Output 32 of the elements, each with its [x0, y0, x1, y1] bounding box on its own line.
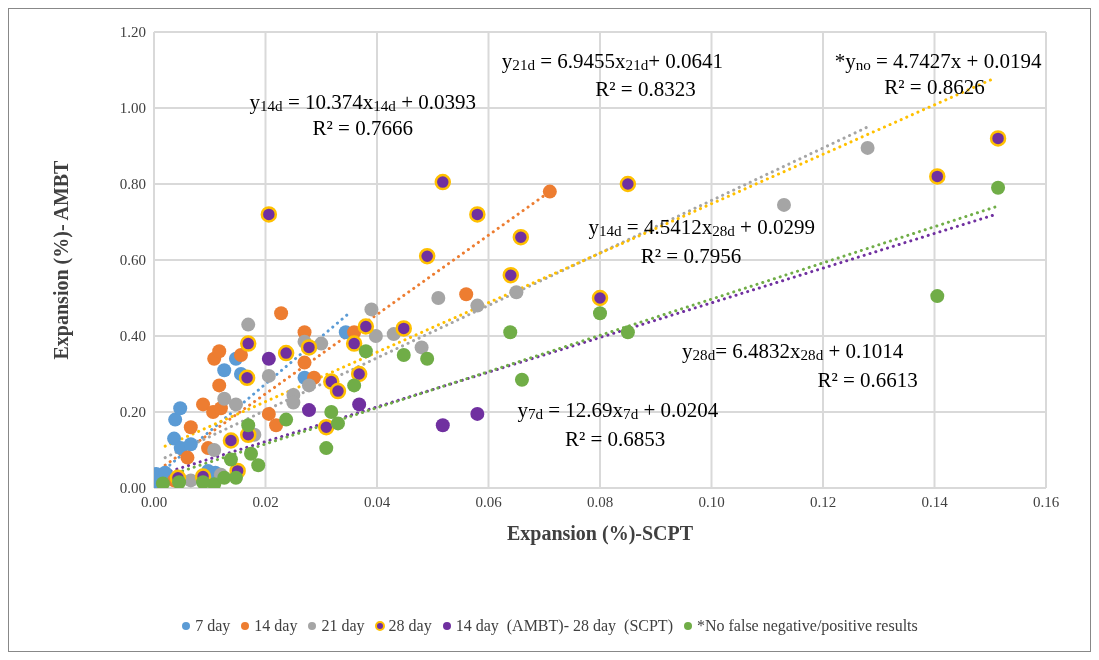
legend-label: 14 day: [253, 617, 298, 635]
x-tick-label: 0.04: [363, 493, 391, 510]
legend-label: 21 day: [320, 617, 365, 635]
legend-label: *No false negative/positive results: [695, 617, 918, 635]
x-tick-label: 0.14: [921, 493, 949, 510]
x-tick-label: 0.02: [252, 493, 279, 510]
annotation: R² = 0.7956: [640, 243, 742, 268]
x-tick-label: 0.12: [809, 493, 837, 510]
y-tick-label: 0.20: [119, 404, 146, 421]
x-axis-title: Expansion (%)-SCPT: [506, 522, 694, 546]
legend-label: 7 day: [194, 617, 231, 635]
legend-label: 14 day (AMBT)- 28 day (SCPT): [454, 617, 673, 635]
y-tick-label: 1.00: [119, 100, 146, 117]
legend-label: 28 day: [387, 617, 432, 635]
x-tick-label: 0.10: [698, 493, 725, 510]
annotation: R² = 0.6853: [564, 426, 666, 451]
x-tick-label: 0.06: [475, 493, 503, 510]
annotation: y$_{7d}$ = 12.69x$_{7d}$ + 0.0204: [517, 397, 719, 423]
annotation: y$_{14d}$ = 10.374x$_{14d}$ + 0.0393: [249, 89, 476, 115]
y-tick-label: 0.60: [119, 252, 146, 269]
annotation: *y$_{no}$ = 4.7427x + 0.0194: [834, 48, 1042, 73]
annotation: R² = 0.6613: [817, 367, 918, 392]
annotation: y$_{21d}$ = 6.9455x$_{21d}$+ 0.0641: [501, 48, 724, 73]
y-tick-label: 1.20: [119, 24, 146, 41]
annotation: R² = 0.8323: [595, 76, 696, 101]
x-tick-label: 0.16: [1032, 493, 1060, 510]
y-tick-label: 0.40: [119, 328, 146, 345]
y-axis-title: Expansion (%)- AMBT: [50, 159, 74, 360]
annotation: R² = 0.7666: [312, 115, 413, 140]
annotation: y$_{28d}$= 6.4832x$_{28d}$ + 0.1014: [682, 338, 904, 364]
y-tick-label: 0.80: [119, 176, 146, 193]
x-tick-label: 0.08: [586, 493, 614, 510]
